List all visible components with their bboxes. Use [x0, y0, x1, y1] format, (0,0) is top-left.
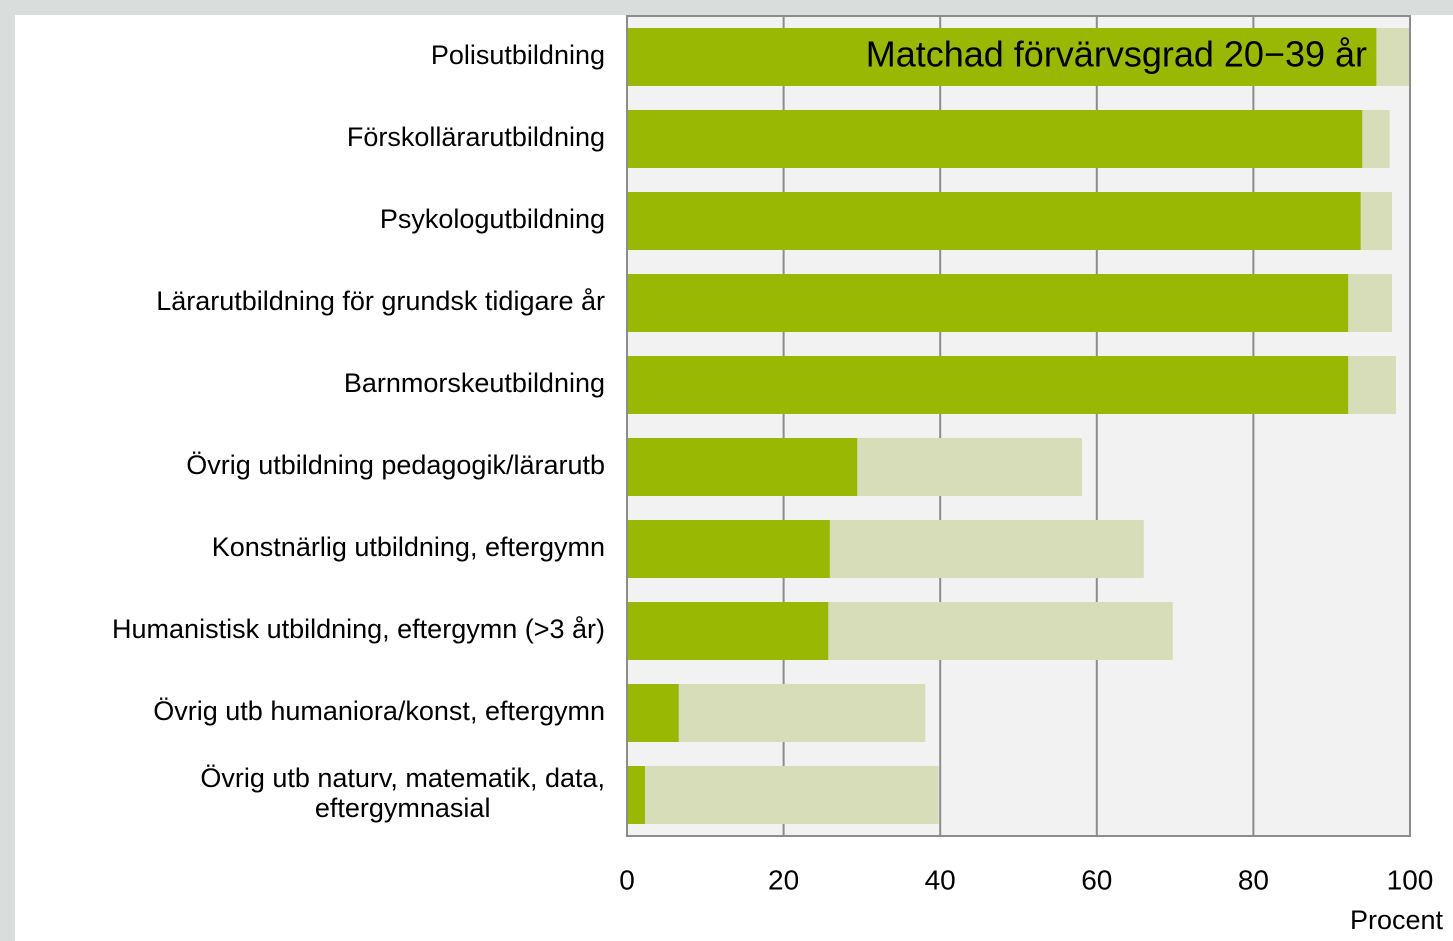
plot-border	[626, 15, 1411, 837]
x-tick-label: 0	[619, 864, 635, 895]
bar	[627, 28, 1377, 86]
y-tick-label: Övrig utbildning pedagogik/lärarutb	[186, 450, 605, 480]
bar	[627, 602, 829, 660]
x-tick-label: 80	[1238, 864, 1269, 895]
y-tick-label: Polisutbildning	[431, 40, 605, 70]
y-tick-label: Barnmorskeutbildning	[344, 368, 605, 398]
x-tick-label: 20	[768, 864, 799, 895]
bar	[627, 520, 830, 578]
bar	[627, 684, 679, 742]
annotation: Matchad förvärvsgrad 20−39 år	[866, 34, 1367, 75]
x-tick-label: 40	[925, 864, 956, 895]
x-tick-label: 100	[1387, 864, 1434, 895]
y-tick-label: Övrig utb naturv, matematik, data, efterg…	[200, 763, 605, 823]
x-axis-label: Procent	[1350, 905, 1444, 935]
x-tick-label: 60	[1081, 864, 1112, 895]
bar	[627, 766, 939, 824]
bar	[627, 192, 1361, 250]
bar	[627, 766, 646, 824]
y-tick-label: Övrig utb humaniora/konst, eftergymn	[153, 696, 605, 726]
y-tick-label: Lärarutbildning för grundsk tidigare år	[156, 286, 605, 316]
y-tick-label: Humanistisk utbildning, eftergymn (>3 år…	[112, 614, 605, 644]
y-tick-label: Förskollärarutbildning	[347, 122, 605, 152]
y-tick-label: Konstnärlig utbildning, eftergymn	[212, 532, 605, 562]
bar	[627, 110, 1363, 168]
bar	[627, 274, 1349, 332]
bar	[627, 356, 1349, 414]
y-tick-label: Psykologutbildning	[380, 204, 605, 234]
bar	[627, 438, 858, 496]
